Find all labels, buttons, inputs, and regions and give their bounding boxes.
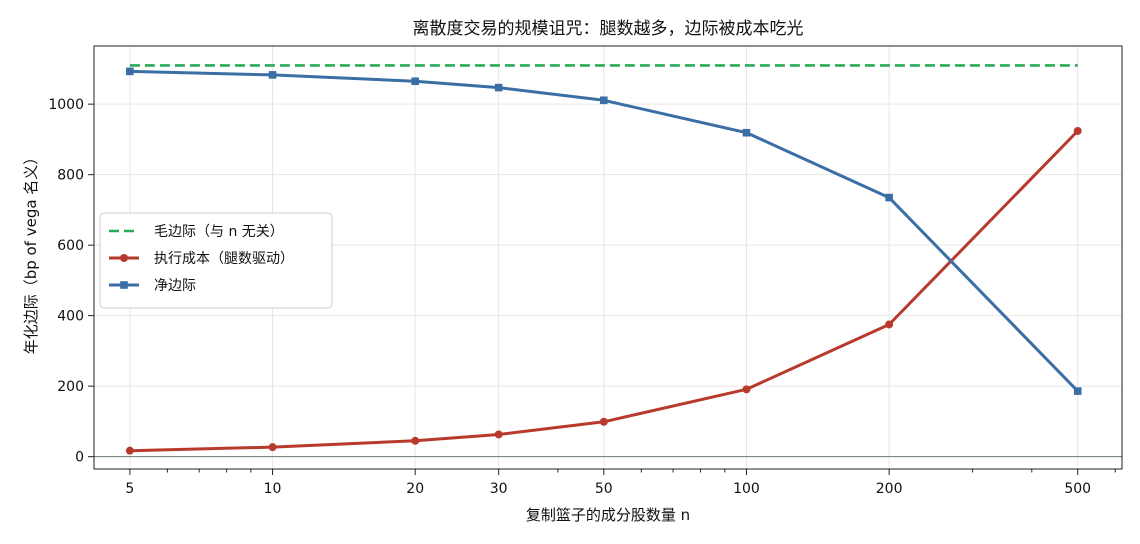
series-1-point [885,320,894,329]
legend: 毛边际（与 n 无关） 执行成本（腿数驱动） 净边际 [99,212,333,309]
series-2-point [411,77,420,86]
y-tick-label: 1000 [48,97,84,113]
series-2-point [742,128,751,137]
series-2-point [268,71,277,79]
series-1-point [411,436,420,445]
y-axis: 0 200 400 600 800 1000 [48,97,94,466]
legend-box [99,212,333,309]
series-line-2 [129,69,1079,393]
series-2-point [885,193,893,202]
series-1-point [742,385,751,394]
legend-label-0: 毛边际（与 n 无关） [154,224,284,240]
y-tick-label: 400 [57,309,84,325]
series-1-point [268,443,277,452]
y-axis-label: 年化边际（bp of vega 名义） [22,150,40,355]
series-1-point [1073,126,1082,135]
x-tick-label: 50 [595,481,613,497]
series-1-point [599,417,608,426]
series-2-point [600,96,608,105]
x-tick-label: 500 [1064,481,1091,497]
legend-marker-2 [120,281,128,289]
series-1-point [125,446,134,455]
series-2-point [126,67,134,76]
series-1-point [494,430,503,439]
x-tick-label: 100 [733,481,760,497]
y-tick-label: 0 [75,450,84,466]
x-axis: 5 10 20 30 50 100 200 500 [125,469,1116,497]
legend-label-1: 执行成本（腿数驱动） [154,251,294,267]
x-tick-label: 5 [125,481,134,497]
x-tick-label: 200 [876,481,903,497]
x-axis-label: 复制篮子的成分股数量 n [526,506,690,524]
y-tick-label: 200 [57,379,84,395]
chart-title: 离散度交易的规模诅咒：腿数越多，边际被成本吃光 [413,19,804,39]
y-tick-label: 800 [57,168,84,184]
series-line-1 [129,129,1079,453]
legend-label-2: 净边际 [154,278,196,294]
legend-marker-1 [120,254,128,262]
series-2-point [494,83,503,92]
plot-frame [93,45,1123,470]
x-tick-label: 20 [406,481,424,497]
series-layer [125,64,1082,455]
y-tick-label: 600 [57,238,84,254]
x-tick-label: 30 [490,481,508,497]
series-2-point [1073,387,1082,395]
x-tick-label: 10 [264,481,282,497]
